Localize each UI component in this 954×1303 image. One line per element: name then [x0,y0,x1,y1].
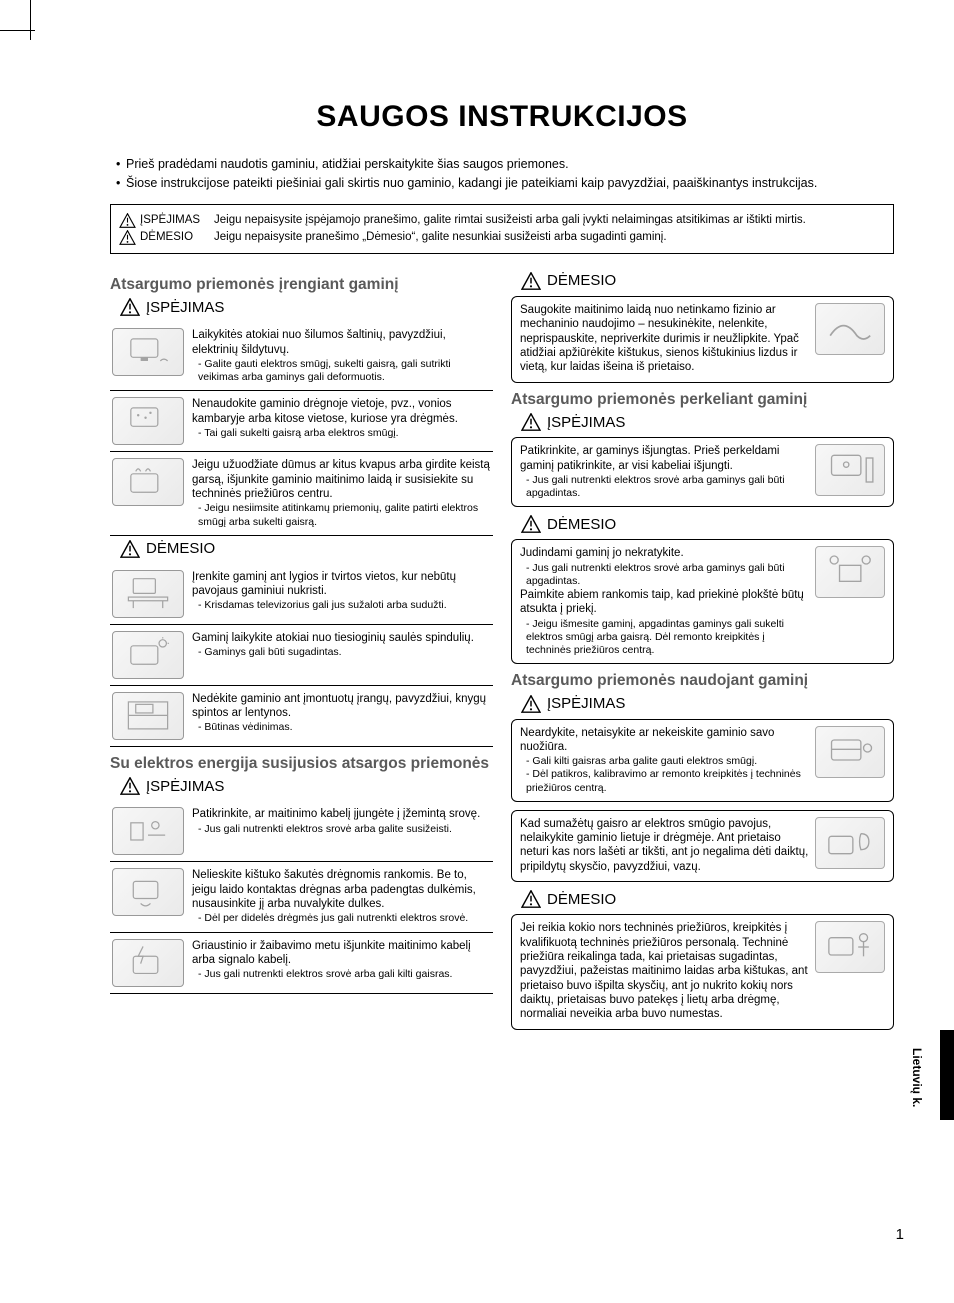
alert-heading-caution: DĖMESIO [521,890,894,908]
left-column: Atsargumo priemonės įrengiant gaminį ĮSP… [110,268,493,1038]
alert-heading-warning: ĮSPĖJIMAS [521,413,894,431]
instruction-item: Gaminį laikykite atokiai nuo tiesioginių… [110,625,493,686]
alert-heading-warning: ĮSPĖJIMAS [120,298,493,316]
alert-heading-warning: ĮSPĖJIMAS [120,777,493,795]
alert-heading-caution: DĖMESIO [120,540,493,558]
instruction-block: Saugokite maitinimo laidą nuo netinkamo … [511,296,894,383]
caution-desc: Jeigu nepaisysite pranešimo „Dėmesio“, g… [214,230,885,244]
instruction-item: Įrenkite gaminį ant lygios ir tvirtos vi… [110,564,493,625]
section-heading: Atsargumo priemonės perkeliant gaminį [511,391,894,410]
instruction-item: Jeigu užuodžiate dūmus ar kitus kvapus a… [110,452,493,535]
instruction-item: Nelieskite kištuko šakutės drėgnomis ran… [110,862,493,932]
instruction-item: Patikrinkite, ar maitinimo kabelį įjungė… [110,801,493,862]
instruction-item: Laikykitės atokiai nuo šilumos šaltinių,… [110,322,493,391]
warning-icon [521,695,541,713]
warning-icon [521,272,541,290]
instruction-block: Kad sumažėtų gaisro ar elektros smūgio p… [511,810,894,883]
instruction-item: Nedėkite gaminio ant įmontuotų įrangų, p… [110,686,493,747]
warning-label: ĮSPĖJIMAS [140,214,200,226]
page-number: 1 [896,1226,904,1243]
warning-icon [120,540,140,558]
intro-item: Šiose instrukcijose pateikti piešiniai g… [116,175,894,192]
page-title: SAUGOS INSTRUKCIJOS [110,100,894,134]
warning-icon [120,298,140,316]
tv-shelf-icon [112,692,184,740]
tv-vase-icon [815,817,885,869]
instruction-block: Neardykite, netaisykite ar nekeiskite ga… [511,719,894,802]
alert-heading-caution: DĖMESIO [521,515,894,533]
caution-label: DĖMESIO [140,231,193,243]
tv-stand-icon [112,570,184,618]
instruction-block: Judindami gaminį jo nekratykite. Jus gal… [511,539,894,664]
right-column: DĖMESIO Saugokite maitinimo laidą nuo ne… [511,268,894,1038]
warning-icon [119,213,136,228]
section-heading: Atsargumo priemonės naudojant gaminį [511,672,894,691]
warning-icon [521,515,541,533]
warning-icon [120,777,140,795]
instruction-block: Jei reikia kokio nors techninės priežiūr… [511,914,894,1030]
tv-smoke-icon [112,458,184,506]
intro-item: Prieš pradėdami naudotis gaminiu, atidži… [116,156,894,173]
tv-sun-icon [112,631,184,679]
tv-water-icon [112,397,184,445]
alert-heading-caution: DĖMESIO [521,272,894,290]
instruction-item: Griaustinio ir žaibavimo metu išjunkite … [110,933,493,994]
intro-list: Prieš pradėdami naudotis gaminiu, atidži… [110,156,894,192]
tv-heat-icon [112,328,184,376]
plug-storm-icon [112,939,184,987]
section-heading: Atsargumo priemonės įrengiant gaminį [110,276,493,295]
carry-icon [815,546,885,598]
language-tab: Lietuvių k. [908,1040,926,1115]
alert-legend: ĮSPĖJIMAS Jeigu nepaisysite įspėjamojo p… [110,204,894,254]
warning-desc: Jeigu nepaisysite įspėjamojo pranešimo, … [214,213,885,227]
instruction-item: Nenaudokite gaminio drėgnoje vietoje, pv… [110,391,493,452]
tv-off-icon [815,444,885,496]
instruction-block: Patikrinkite, ar gaminys išjungtas. Prie… [511,437,894,507]
service-icon [815,921,885,973]
tv-open-icon [815,726,885,778]
warning-icon [119,230,136,245]
plug-wet-icon [112,868,184,916]
cord-icon [815,303,885,355]
section-heading: Su elektros energija susijusios atsargos… [110,755,493,774]
warning-icon [521,413,541,431]
plug-ground-icon [112,807,184,855]
warning-icon [521,890,541,908]
side-marker [940,1030,954,1120]
alert-heading-warning: ĮSPĖJIMAS [521,695,894,713]
